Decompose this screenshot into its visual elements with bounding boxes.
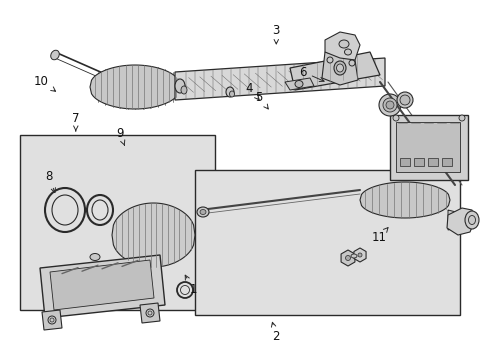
Text: 8: 8 xyxy=(45,170,55,193)
Text: 6: 6 xyxy=(299,66,324,81)
Text: 5: 5 xyxy=(255,91,268,109)
Polygon shape xyxy=(40,255,164,318)
Ellipse shape xyxy=(326,57,332,63)
Bar xyxy=(413,158,423,166)
Ellipse shape xyxy=(175,79,184,93)
Polygon shape xyxy=(90,65,180,109)
Ellipse shape xyxy=(294,81,303,87)
Ellipse shape xyxy=(385,101,393,109)
Polygon shape xyxy=(325,32,359,60)
Bar xyxy=(195,170,459,315)
Ellipse shape xyxy=(357,253,361,257)
Text: 1: 1 xyxy=(185,275,197,296)
Ellipse shape xyxy=(338,40,348,48)
Ellipse shape xyxy=(229,91,234,97)
Ellipse shape xyxy=(468,216,474,225)
Ellipse shape xyxy=(200,210,205,215)
Ellipse shape xyxy=(464,211,478,229)
Bar xyxy=(441,158,451,166)
Ellipse shape xyxy=(382,98,396,112)
Ellipse shape xyxy=(458,115,464,121)
Ellipse shape xyxy=(344,49,351,55)
Bar xyxy=(395,122,459,172)
Ellipse shape xyxy=(197,207,208,217)
Polygon shape xyxy=(446,208,474,235)
Ellipse shape xyxy=(399,95,409,105)
Text: 9: 9 xyxy=(116,127,124,145)
Ellipse shape xyxy=(181,86,186,94)
Text: 4: 4 xyxy=(245,82,259,100)
Polygon shape xyxy=(42,310,62,330)
Polygon shape xyxy=(140,303,160,323)
Polygon shape xyxy=(175,58,384,100)
Ellipse shape xyxy=(225,87,234,97)
Polygon shape xyxy=(285,78,313,90)
Ellipse shape xyxy=(348,60,354,66)
Text: 3: 3 xyxy=(272,24,280,44)
Text: 2: 2 xyxy=(271,322,280,343)
Polygon shape xyxy=(321,52,357,85)
Text: 11: 11 xyxy=(371,228,387,244)
Ellipse shape xyxy=(396,92,412,108)
Ellipse shape xyxy=(392,115,398,121)
Polygon shape xyxy=(359,182,449,218)
Polygon shape xyxy=(353,248,366,262)
Bar xyxy=(427,158,437,166)
Ellipse shape xyxy=(90,253,100,261)
Bar xyxy=(389,115,467,180)
Polygon shape xyxy=(289,52,379,90)
Polygon shape xyxy=(447,210,467,230)
Bar xyxy=(399,158,409,166)
Ellipse shape xyxy=(345,256,350,261)
Ellipse shape xyxy=(350,254,356,258)
Ellipse shape xyxy=(51,50,59,60)
Polygon shape xyxy=(112,203,195,267)
Ellipse shape xyxy=(333,61,346,75)
Bar xyxy=(20,135,215,310)
Polygon shape xyxy=(50,260,154,310)
Ellipse shape xyxy=(378,94,400,116)
Ellipse shape xyxy=(336,64,343,72)
Text: 7: 7 xyxy=(72,112,80,131)
Text: 10: 10 xyxy=(34,75,56,91)
Polygon shape xyxy=(340,250,354,266)
